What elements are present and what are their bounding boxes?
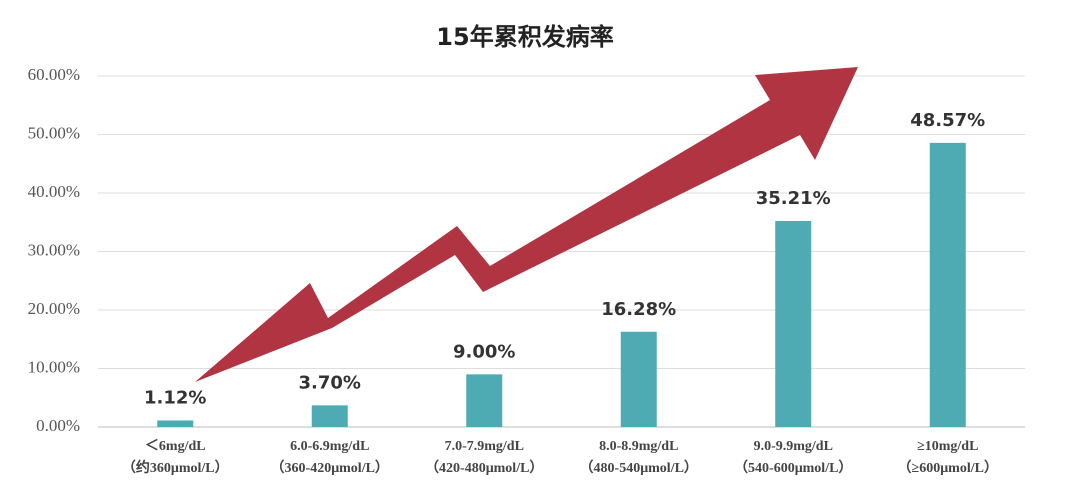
bar	[466, 374, 503, 427]
chart-title: 15年累积发病率	[436, 23, 613, 51]
bar	[620, 331, 657, 427]
value-label: 35.21%	[756, 188, 831, 209]
x-tick-label: 8.0-8.9mg/dL	[599, 439, 678, 454]
bar	[929, 142, 966, 428]
x-tick-sublabel: （540-600μmol/L）	[734, 460, 852, 476]
value-label: 1.12%	[144, 387, 206, 408]
x-tick-sublabel: （约360μmol/L）	[122, 459, 229, 476]
bar	[311, 405, 348, 427]
trend-arrow	[195, 67, 858, 382]
y-tick-label: 30.00%	[28, 240, 80, 259]
x-tick-sublabel: （≥600μmol/L）	[898, 460, 998, 476]
y-tick-label: 10.00%	[28, 357, 80, 376]
x-tick-label: 7.0-7.9mg/dL	[445, 439, 524, 454]
x-tick-sublabel: （480-540μmol/L）	[580, 460, 698, 476]
x-tick-sublabel: （360-420μmol/L）	[271, 460, 389, 476]
x-tick-label: ＜6mg/dL	[145, 439, 206, 454]
bar	[157, 420, 194, 427]
x-tick-label: 6.0-6.9mg/dL	[290, 439, 369, 454]
value-label: 9.00%	[453, 341, 515, 362]
x-tick-label: 9.0-9.9mg/dL	[754, 439, 833, 454]
y-tick-label: 20.00%	[28, 299, 80, 318]
y-tick-label: 40.00%	[28, 182, 80, 201]
value-label: 16.28%	[601, 299, 676, 320]
value-label: 3.70%	[299, 372, 361, 393]
x-tick-label: ≥10mg/dL	[917, 439, 978, 454]
bar	[775, 221, 812, 427]
value-label: 48.57%	[910, 110, 985, 131]
x-tick-sublabel: （420-480μmol/L）	[425, 460, 543, 476]
y-tick-label: 60.00%	[28, 65, 80, 84]
y-tick-label: 50.00%	[28, 123, 80, 142]
y-tick-label: 0.00%	[36, 416, 80, 435]
